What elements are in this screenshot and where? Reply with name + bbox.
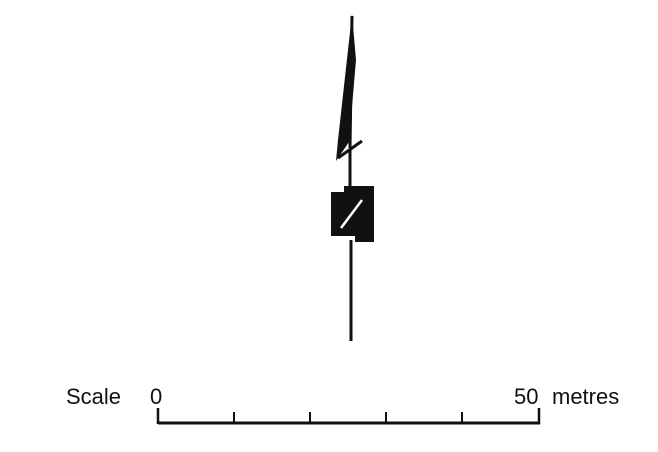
north-arrow-tail-notch [340, 199, 363, 229]
scale-start-value: 0 [150, 384, 162, 409]
scale-label: Scale [66, 384, 121, 409]
north-arrow-icon [331, 14, 374, 341]
north-arrow-barb [337, 139, 363, 160]
scale-bar: Scale 0 50 metres [66, 384, 619, 425]
north-arrow-blade [336, 14, 356, 161]
scale-unit: metres [552, 384, 619, 409]
scale-end-value: 50 [514, 384, 538, 409]
